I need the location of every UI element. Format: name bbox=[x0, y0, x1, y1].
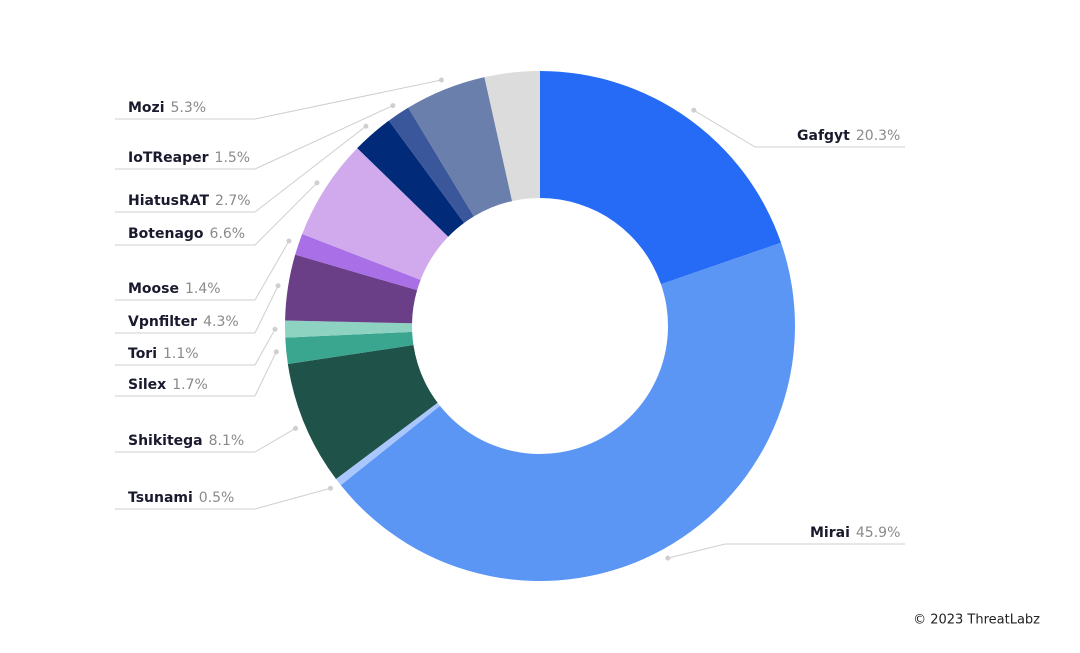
leader-dot bbox=[275, 283, 281, 289]
leader-dot bbox=[273, 349, 279, 355]
leader-dot bbox=[665, 555, 671, 561]
slice bbox=[408, 77, 513, 217]
leader-dot bbox=[314, 180, 320, 186]
leader-line bbox=[254, 105, 394, 170]
leader-line bbox=[254, 427, 296, 453]
slice-label: Mozi bbox=[128, 100, 165, 116]
leader-dot bbox=[438, 77, 444, 83]
leader-line bbox=[693, 109, 756, 148]
slice bbox=[540, 71, 782, 285]
leader-line bbox=[254, 125, 367, 213]
value-label: 8.1% bbox=[209, 433, 245, 449]
leader-dot bbox=[363, 123, 369, 129]
slice-label: Mirai bbox=[810, 525, 850, 541]
slice-label: Silex bbox=[128, 377, 166, 393]
slice-label: Moose bbox=[128, 281, 179, 297]
slice-label: HiatusRAT bbox=[128, 193, 209, 209]
leader-line bbox=[254, 240, 290, 301]
slice bbox=[302, 148, 449, 280]
leader-dot bbox=[293, 425, 299, 431]
leader-line bbox=[254, 285, 279, 334]
leader-dot bbox=[272, 326, 278, 332]
slice bbox=[484, 71, 540, 202]
slice bbox=[285, 320, 413, 338]
leader-dot bbox=[390, 103, 396, 109]
slice bbox=[295, 234, 421, 291]
slice bbox=[336, 402, 440, 486]
slice bbox=[388, 107, 474, 223]
leader-line bbox=[667, 543, 726, 559]
slice-label: IoTReaper bbox=[128, 150, 209, 166]
value-label: 20.3% bbox=[856, 128, 900, 144]
leader-line bbox=[254, 79, 442, 120]
leader-line bbox=[254, 487, 331, 510]
value-label: 5.3% bbox=[171, 100, 207, 116]
value-label: 0.5% bbox=[199, 490, 235, 506]
leader-dot bbox=[286, 238, 292, 244]
slice-label: Gafgyt bbox=[797, 128, 850, 144]
value-label: 45.9% bbox=[856, 525, 900, 541]
slice-label: Botenago bbox=[128, 226, 204, 242]
slice-label: Shikitega bbox=[128, 433, 203, 449]
value-label: 1.4% bbox=[185, 281, 221, 297]
value-label: 1.1% bbox=[163, 346, 199, 362]
slice-label: Tori bbox=[128, 346, 157, 362]
slice-label: Vpnfilter bbox=[128, 314, 197, 330]
slice-label: Tsunami bbox=[128, 490, 193, 506]
source: © 2023 ThreatLabz bbox=[913, 613, 1040, 628]
value-label: 1.5% bbox=[215, 150, 251, 166]
slice bbox=[285, 331, 414, 364]
slice bbox=[357, 120, 465, 237]
value-label: 1.7% bbox=[172, 377, 208, 393]
leader-line bbox=[254, 328, 276, 366]
slice bbox=[285, 254, 418, 324]
leader-dot bbox=[691, 107, 697, 113]
value-label: 2.7% bbox=[215, 193, 251, 209]
value-label: 4.3% bbox=[203, 314, 239, 330]
leader-line bbox=[254, 351, 277, 397]
leader-line bbox=[254, 182, 318, 246]
slice bbox=[340, 242, 795, 581]
value-label: 6.6% bbox=[210, 226, 246, 242]
slice bbox=[287, 345, 438, 480]
leader-dot bbox=[327, 485, 333, 491]
